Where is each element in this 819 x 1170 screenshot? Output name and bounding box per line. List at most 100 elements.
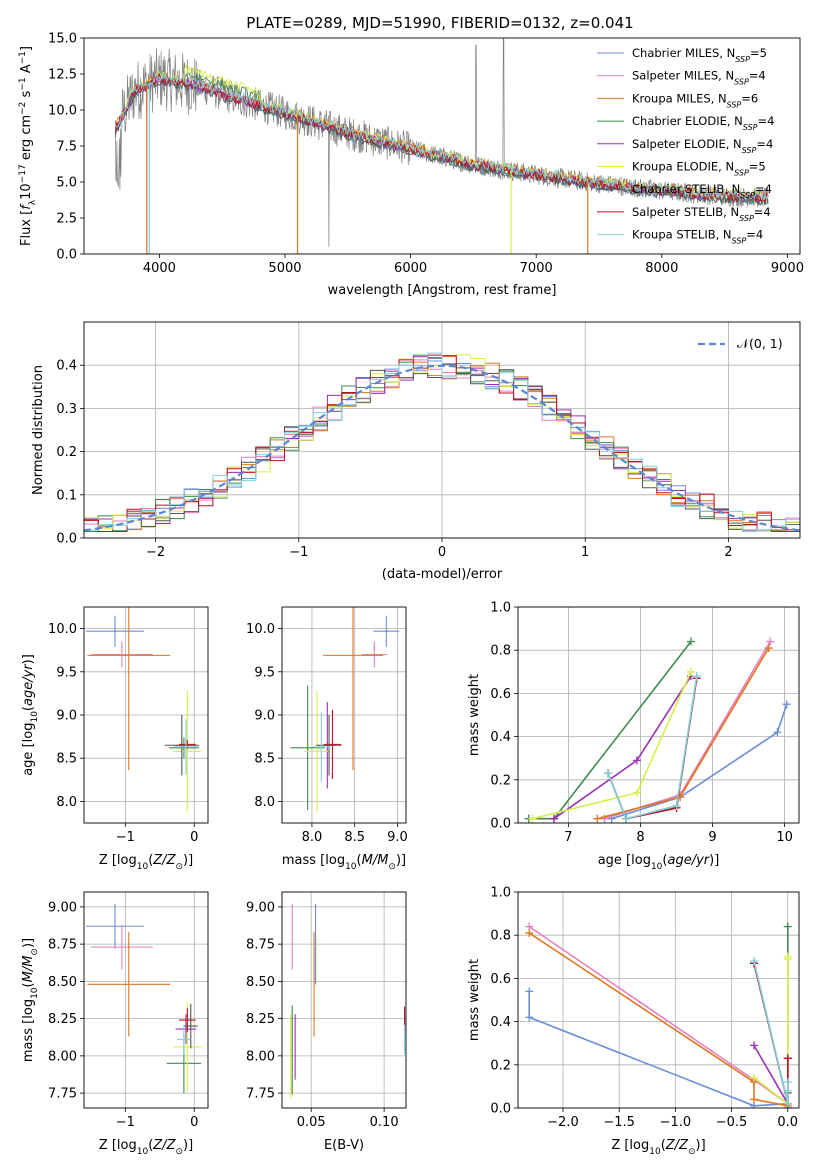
label-part: ⊙ bbox=[175, 1147, 183, 1157]
legend-sub: SSP bbox=[732, 236, 747, 245]
legend-count: =5 bbox=[749, 160, 766, 174]
weight-vs-age-xlabel: age [log10(age/yr)] bbox=[598, 853, 720, 872]
y-tick-label: 10.0 bbox=[48, 622, 77, 637]
weight_vs_age-ylabel: mass weight bbox=[467, 674, 482, 756]
label-part: age [log bbox=[598, 853, 651, 868]
label-part: 10 bbox=[345, 862, 357, 872]
label-part: mass [log bbox=[21, 999, 36, 1062]
age_vs_Z-axes bbox=[80, 607, 208, 827]
weight-line bbox=[528, 925, 789, 1105]
x-tick-label: −2 bbox=[146, 545, 165, 560]
age-vs-mass-xlabel: mass [log10(M/M⊙)] bbox=[282, 853, 406, 872]
label-part: λ bbox=[28, 199, 38, 205]
label-part: s bbox=[19, 90, 34, 101]
legend-sub: SSP bbox=[735, 55, 750, 64]
y-tick-label: 1.0 bbox=[490, 886, 511, 901]
legend-count: =4 bbox=[749, 69, 766, 83]
label-part: )] bbox=[696, 1138, 706, 1153]
weight-marker bbox=[622, 814, 631, 823]
y-tick-label: 7.75 bbox=[246, 1087, 275, 1102]
label-part: ] bbox=[19, 46, 34, 51]
mass_vs_Z-axes bbox=[80, 892, 208, 1112]
weight-line bbox=[611, 703, 788, 820]
weight-marker bbox=[686, 637, 695, 646]
y-tick-label: 9.5 bbox=[56, 665, 77, 680]
legend-count: =5 bbox=[750, 46, 767, 60]
weight_vs_age-axes bbox=[514, 606, 799, 827]
label-part: ( bbox=[357, 853, 362, 868]
weight-line bbox=[607, 675, 698, 820]
label-part: ( bbox=[21, 982, 36, 987]
x-tick-label: 9000 bbox=[771, 261, 804, 276]
y-tick-label: 0.2 bbox=[490, 773, 511, 788]
y-tick-label: 0.4 bbox=[56, 359, 77, 374]
weight-marker bbox=[783, 1086, 792, 1095]
y-tick-label: 0.8 bbox=[490, 929, 511, 944]
y-tick-label: 0.8 bbox=[490, 644, 511, 659]
label-part: 10 bbox=[19, 183, 34, 200]
legend-entry: Chabrier ELODIE, NSSP=4 bbox=[632, 114, 774, 132]
label-part: M/M bbox=[21, 956, 36, 983]
legend-entry: Salpeter MILES, NSSP=4 bbox=[632, 69, 766, 87]
legend-entry: Kroupa MILES, NSSP=6 bbox=[632, 91, 758, 109]
legend-count: =4 bbox=[756, 137, 773, 151]
label-part: )] bbox=[21, 938, 36, 948]
label-part: (0, 1) bbox=[749, 336, 783, 351]
mass_vs_ebv-plot-area bbox=[290, 903, 406, 1098]
label-part: Z [log bbox=[99, 1138, 137, 1153]
y-tick-label: 8.0 bbox=[56, 795, 77, 810]
x-tick-label: −2.0 bbox=[547, 1115, 579, 1130]
label-part: Z [log bbox=[99, 853, 137, 868]
y-tick-label: 2.5 bbox=[56, 212, 77, 227]
y-tick-label: 0.2 bbox=[56, 445, 77, 460]
y-tick-label: 8.0 bbox=[254, 795, 275, 810]
legend-entry: Salpeter STELIB, NSSP=4 bbox=[632, 205, 771, 223]
x-tick-label: 8 bbox=[636, 830, 644, 845]
x-tick-label: 8.5 bbox=[344, 830, 365, 845]
legend-sub: SSP bbox=[740, 191, 755, 200]
spectrum-plot-area bbox=[114, 38, 769, 254]
legend-name: Kroupa STELIB, N bbox=[632, 228, 732, 242]
y-tick-label: 9.5 bbox=[254, 665, 275, 680]
residuals-xlabel: (data-model)/error bbox=[382, 567, 503, 582]
weight-marker bbox=[764, 644, 773, 653]
weight-marker bbox=[783, 1078, 792, 1087]
legend-sub: SSP bbox=[743, 123, 758, 132]
y-tick-label: 9.0 bbox=[56, 709, 77, 724]
spectrum-model-line bbox=[114, 77, 769, 206]
weight-marker bbox=[783, 922, 792, 931]
residuals-ylabel: Normed distribution bbox=[31, 365, 46, 495]
y-tick-label: 0.3 bbox=[56, 402, 77, 417]
legend-count: =4 bbox=[754, 205, 771, 219]
figure-title: PLATE=0289, MJD=51990, FIBERID=0132, z=0… bbox=[246, 14, 633, 32]
label-part: )] bbox=[709, 853, 719, 868]
weight-line bbox=[528, 991, 788, 1107]
age_vs_Z-frame bbox=[83, 606, 209, 824]
legend-name: Kroupa ELODIE, N bbox=[632, 160, 734, 174]
x-tick-label: 7000 bbox=[520, 261, 553, 276]
x-tick-label: −1.0 bbox=[660, 1115, 692, 1130]
legend-sub: SSP bbox=[734, 168, 749, 177]
y-tick-label: 8.25 bbox=[48, 1012, 77, 1027]
weight_vs_Z-plot-area bbox=[525, 922, 792, 1108]
legend-name: Kroupa MILES, N bbox=[632, 91, 727, 105]
spectrum-frame bbox=[83, 37, 801, 255]
y-tick-label: 8.25 bbox=[246, 1012, 275, 1027]
x-tick-label: 7 bbox=[564, 830, 572, 845]
y-tick-label: 5.0 bbox=[56, 176, 77, 191]
y-tick-label: 0.2 bbox=[490, 1058, 511, 1073]
y-tick-label: 8.00 bbox=[48, 1049, 77, 1064]
y-tick-label: 0.6 bbox=[490, 687, 511, 702]
legend-name: Salpeter ELODIE, N bbox=[632, 137, 742, 151]
y-tick-label: 10.0 bbox=[48, 104, 77, 119]
weight-marker bbox=[750, 1095, 759, 1104]
legend-entry: Chabrier STELIB, NSSP=4 bbox=[632, 182, 772, 200]
weight_vs_Z-frame bbox=[517, 891, 800, 1109]
weight-marker bbox=[632, 756, 641, 765]
weight-marker bbox=[783, 1099, 792, 1108]
label-part: ( bbox=[148, 1138, 153, 1153]
x-tick-label: 5000 bbox=[268, 261, 301, 276]
weight-line bbox=[597, 647, 770, 820]
y-tick-label: 8.5 bbox=[56, 752, 77, 767]
